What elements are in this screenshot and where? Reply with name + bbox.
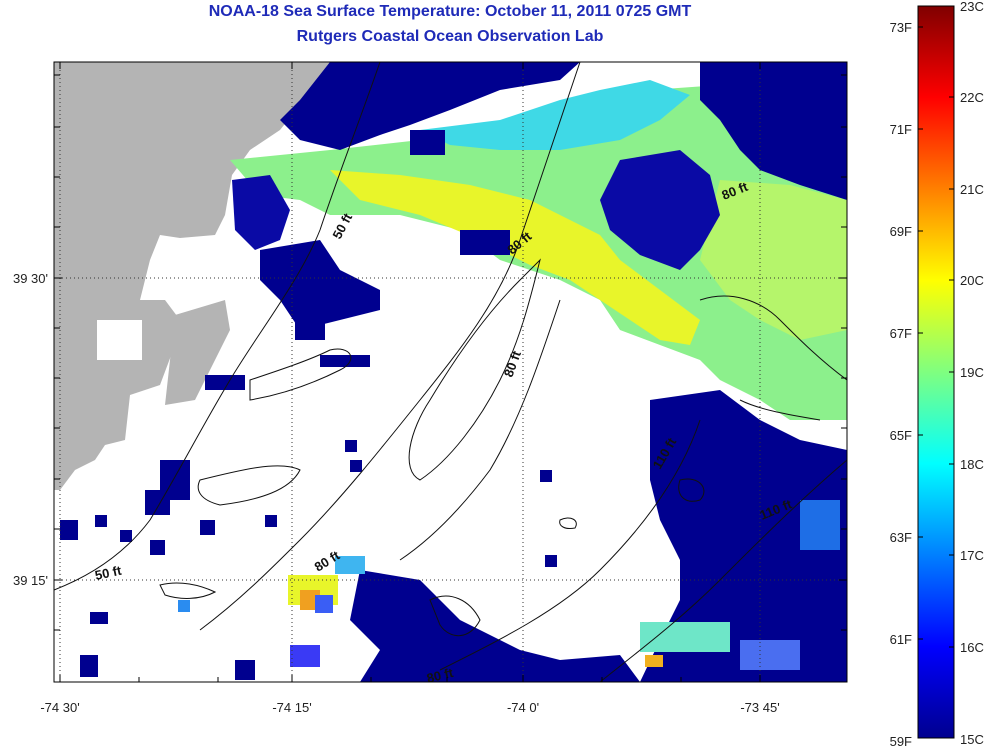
sst-band-yellow <box>330 170 700 345</box>
sst-blue-patch <box>315 595 333 613</box>
sst-cold-mid <box>600 150 720 270</box>
sst-cold-west <box>260 240 380 330</box>
colorbar-c-label: 23C <box>960 0 984 14</box>
sst-cold-coast <box>232 175 290 250</box>
y-tick-label: 39 15' <box>13 573 48 588</box>
sst-orange-patch-2 <box>645 655 663 667</box>
land-island <box>165 300 230 405</box>
colorbar-c-label: 19C <box>960 365 984 380</box>
bathymetry-contours <box>54 62 847 682</box>
sst-cold-se <box>640 390 847 682</box>
bay-gap <box>97 320 142 360</box>
map-subtitle: Rutgers Coastal Ocean Observation Lab <box>296 28 604 45</box>
colorbar-f-label: 65F <box>890 428 912 443</box>
contour-label: 80 ft <box>425 665 455 686</box>
sst-cyan-patch <box>335 556 365 574</box>
x-tick-label: -73 45' <box>740 700 779 715</box>
colorbar-c-label: 22C <box>960 90 984 105</box>
sst-blue-patch-2 <box>290 645 320 667</box>
colorbar-f-label: 71F <box>890 122 912 137</box>
map-title: NOAA-18 Sea Surface Temperature: October… <box>208 3 692 20</box>
colorbar-c-label: 16C <box>960 640 984 655</box>
colorbar-ticks <box>918 26 954 648</box>
y-tick-label: 39 30' <box>13 271 48 286</box>
x-tick-label: -74 15' <box>272 700 311 715</box>
sst-band-light <box>700 180 847 340</box>
colorbar <box>917 5 955 739</box>
plot-frame <box>53 61 848 683</box>
sst-band-cyan <box>420 80 690 150</box>
contour-label: 50 ft <box>94 563 124 583</box>
colorbar-c-label: 17C <box>960 548 984 563</box>
land-mass <box>54 62 340 490</box>
colorbar-c-label: 21C <box>960 182 984 197</box>
tick-marks <box>54 62 847 682</box>
graticule <box>54 62 847 682</box>
colorbar-c-label: 15C <box>960 732 984 747</box>
colorbar-c-label: 18C <box>960 457 984 472</box>
colorbar-f-label: 59F <box>890 734 912 749</box>
colorbar-f-label: 73F <box>890 20 912 35</box>
sst-scattered-pixels <box>60 130 557 680</box>
x-tick-label: -74 30' <box>40 700 79 715</box>
sst-blue-patch-3 <box>800 500 840 550</box>
sst-blue-pixel <box>178 600 190 612</box>
x-tick-label: -74 0' <box>507 700 539 715</box>
sst-teal-patch <box>640 622 730 652</box>
sst-cold-ne <box>700 62 847 200</box>
sst-cold-south <box>350 570 640 682</box>
colorbar-c-label: 20C <box>960 273 984 288</box>
sst-cold-north <box>280 62 580 150</box>
colorbar-f-label: 69F <box>890 224 912 239</box>
colorbar-f-label: 63F <box>890 530 912 545</box>
colorbar-f-label: 67F <box>890 326 912 341</box>
colorbar-f-label: 61F <box>890 632 912 647</box>
sst-blue-patch-4 <box>740 640 800 670</box>
